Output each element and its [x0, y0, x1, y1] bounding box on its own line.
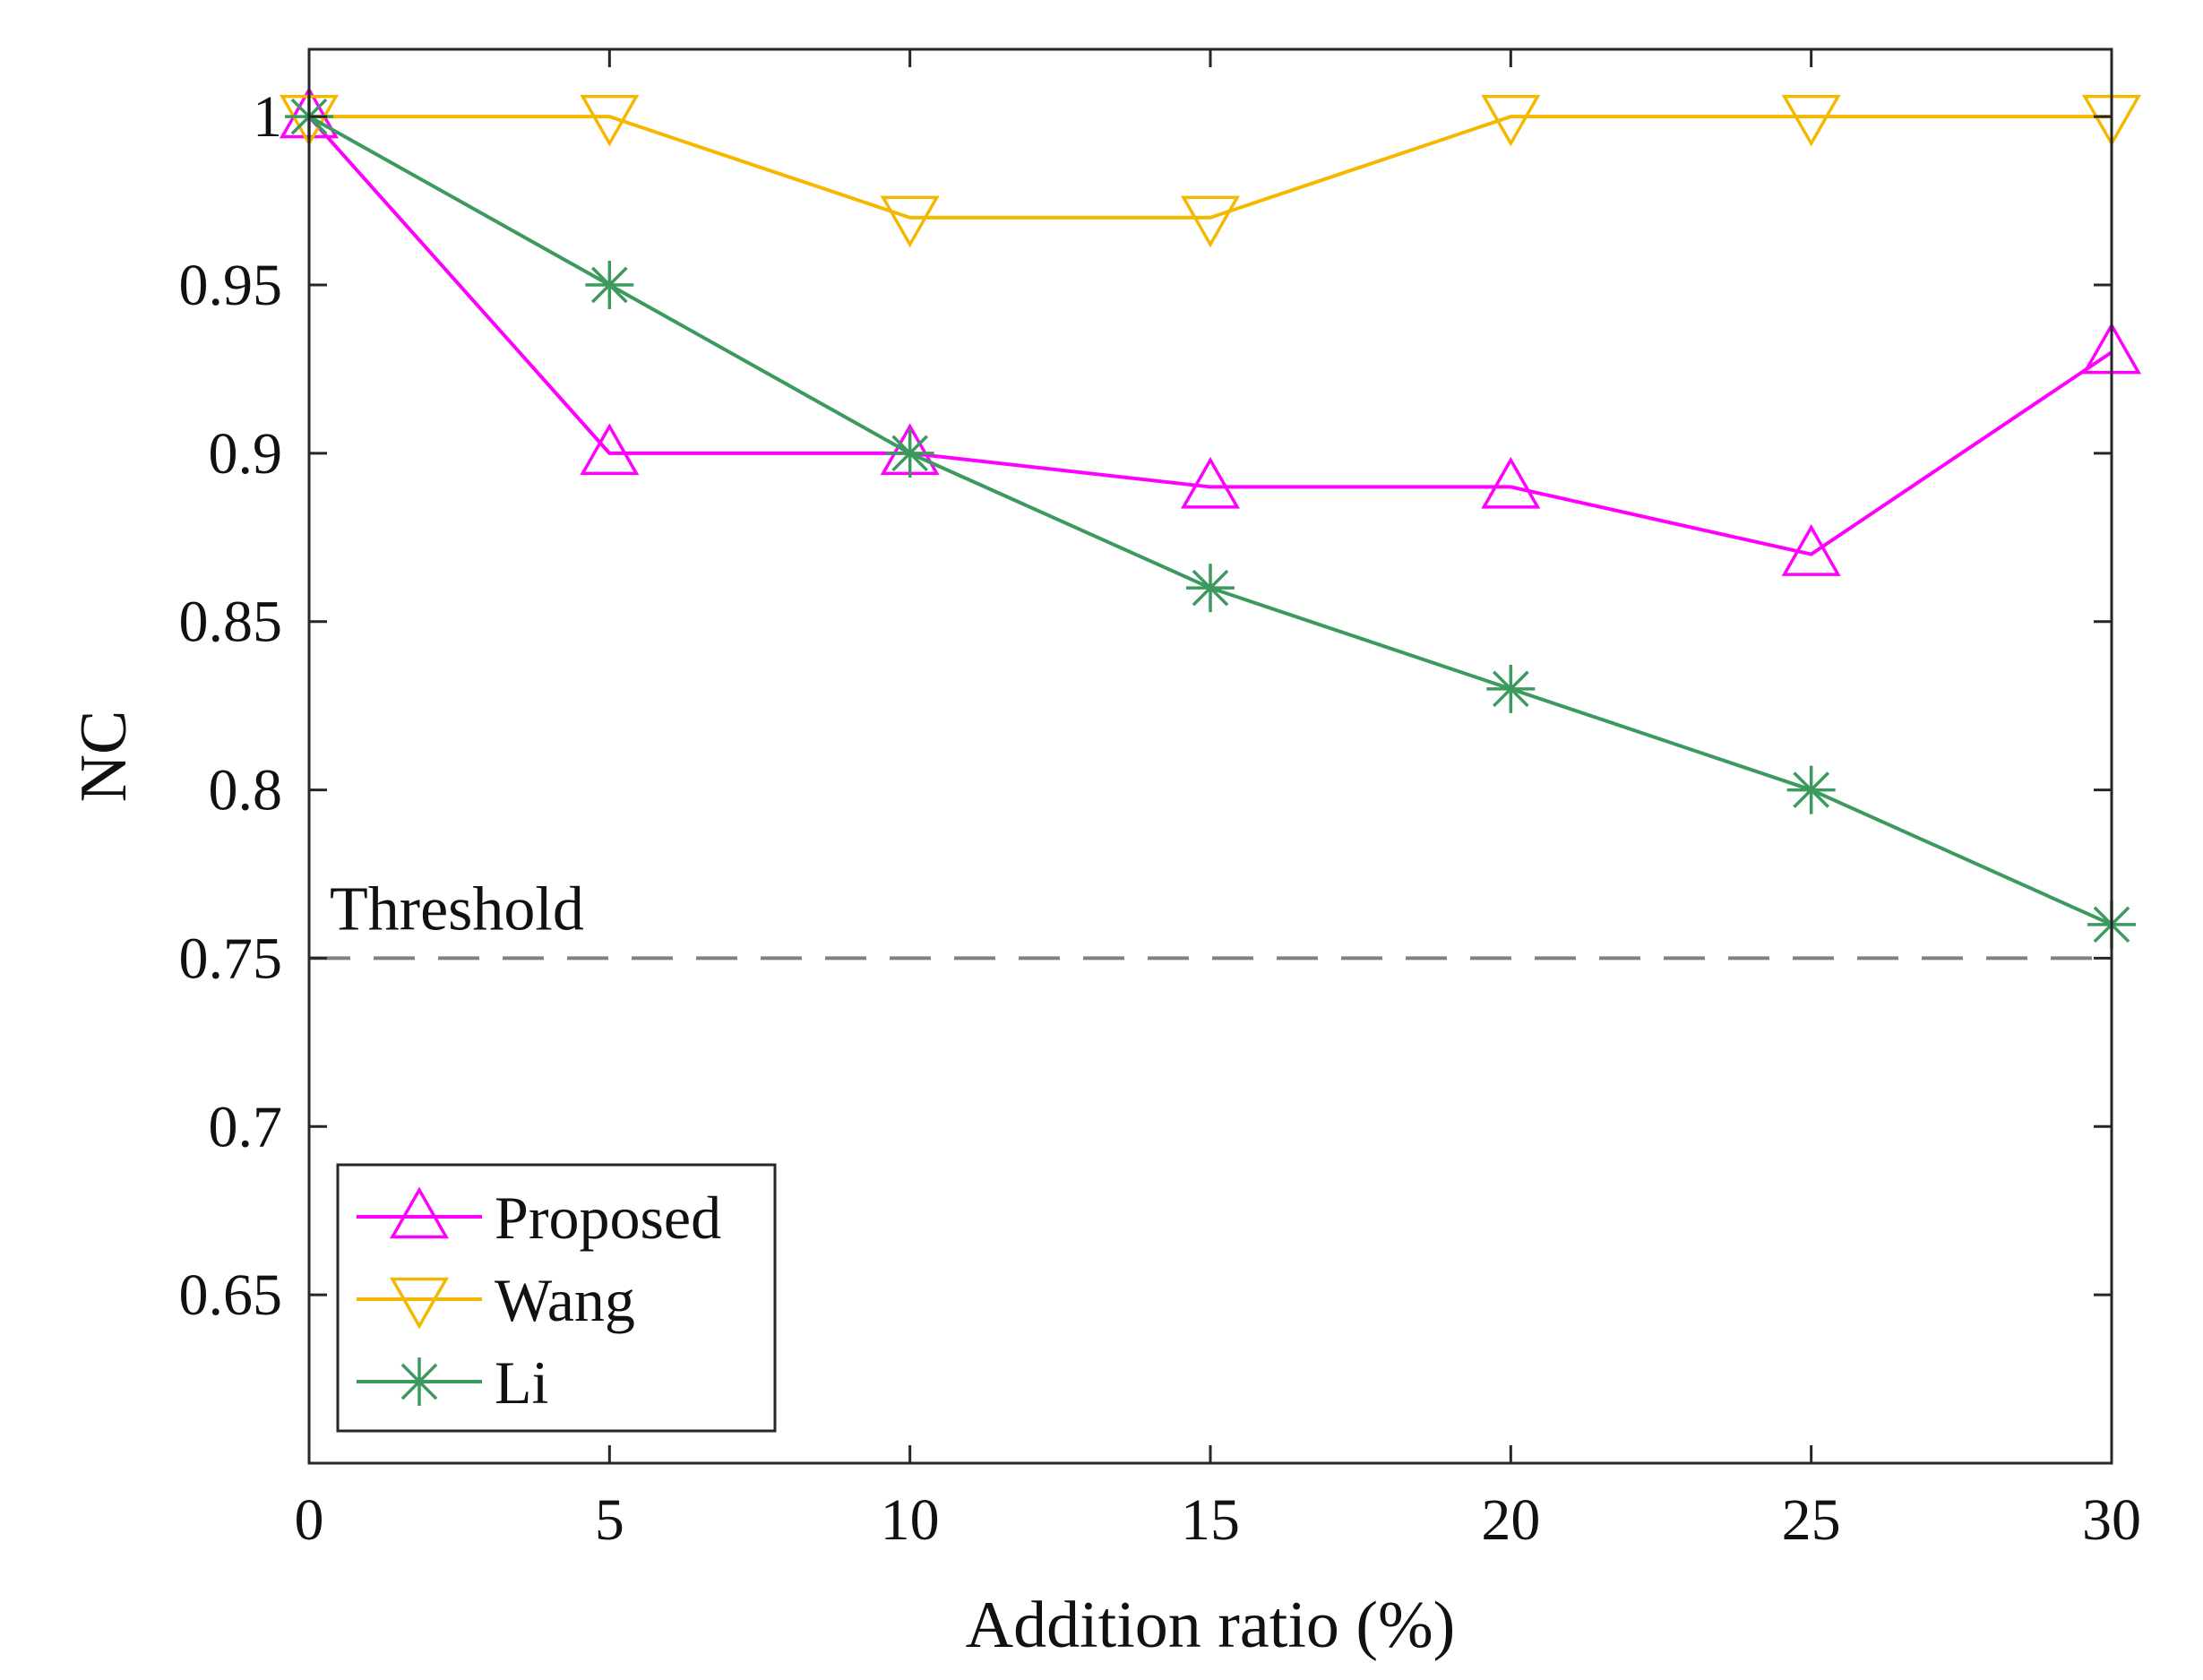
x-tick-label: 10	[881, 1487, 940, 1553]
threshold-label: Threshold	[330, 874, 584, 943]
data-point-li	[1186, 564, 1235, 613]
data-point-proposed	[1481, 456, 1541, 509]
x-tick-label: 20	[1481, 1487, 1540, 1553]
legend-marker-li	[395, 1357, 443, 1406]
y-tick-label: 1	[253, 84, 282, 150]
data-point-wang	[1180, 195, 1241, 248]
legend-marker-wang	[389, 1277, 450, 1330]
x-tick-label: 5	[595, 1487, 624, 1553]
y-axis-label: NC	[67, 711, 141, 803]
x-tick-label: 30	[2082, 1487, 2141, 1553]
data-point-proposed	[1781, 524, 1841, 576]
series-line-wang	[309, 115, 2112, 220]
legend: Proposed Wang Li	[336, 1163, 777, 1433]
legend-label-li: Li	[495, 1348, 548, 1417]
data-point-wang	[1781, 94, 1841, 147]
data-point-wang	[580, 94, 640, 147]
y-tick-label: 0.9	[209, 421, 283, 487]
data-point-wang	[880, 195, 940, 248]
data-point-li	[1486, 664, 1536, 713]
legend-label-wang: Wang	[495, 1266, 635, 1334]
y-tick-label: 0.8	[209, 758, 283, 823]
data-point-wang	[1481, 94, 1541, 147]
legend-marker-proposed	[389, 1186, 450, 1239]
x-tick-label: 25	[1782, 1487, 1841, 1553]
data-point-li	[1786, 765, 1836, 814]
series-line-proposed	[307, 115, 2113, 556]
y-tick-label: 0.7	[209, 1094, 283, 1159]
data-point-proposed	[1180, 456, 1241, 509]
x-axis-label: Addition ratio (%)	[966, 1589, 1456, 1662]
data-point-proposed	[580, 423, 640, 476]
x-tick-label: 15	[1181, 1487, 1240, 1553]
y-tick-label: 0.85	[179, 590, 283, 655]
legend-label-proposed: Proposed	[495, 1184, 721, 1252]
y-tick-label: 0.95	[179, 253, 283, 318]
y-tick-label: 0.65	[179, 1262, 283, 1328]
data-point-li	[585, 261, 634, 309]
y-tick-label: 0.75	[179, 926, 283, 991]
x-tick-label: 0	[295, 1487, 324, 1553]
ticks-group: 0 5 10 15 20 25 30 0.65 0.7 0.75 0.8 0.85 0.9 0.95 1	[179, 49, 2141, 1553]
series-group	[279, 86, 2142, 949]
data-point-li	[885, 428, 934, 478]
